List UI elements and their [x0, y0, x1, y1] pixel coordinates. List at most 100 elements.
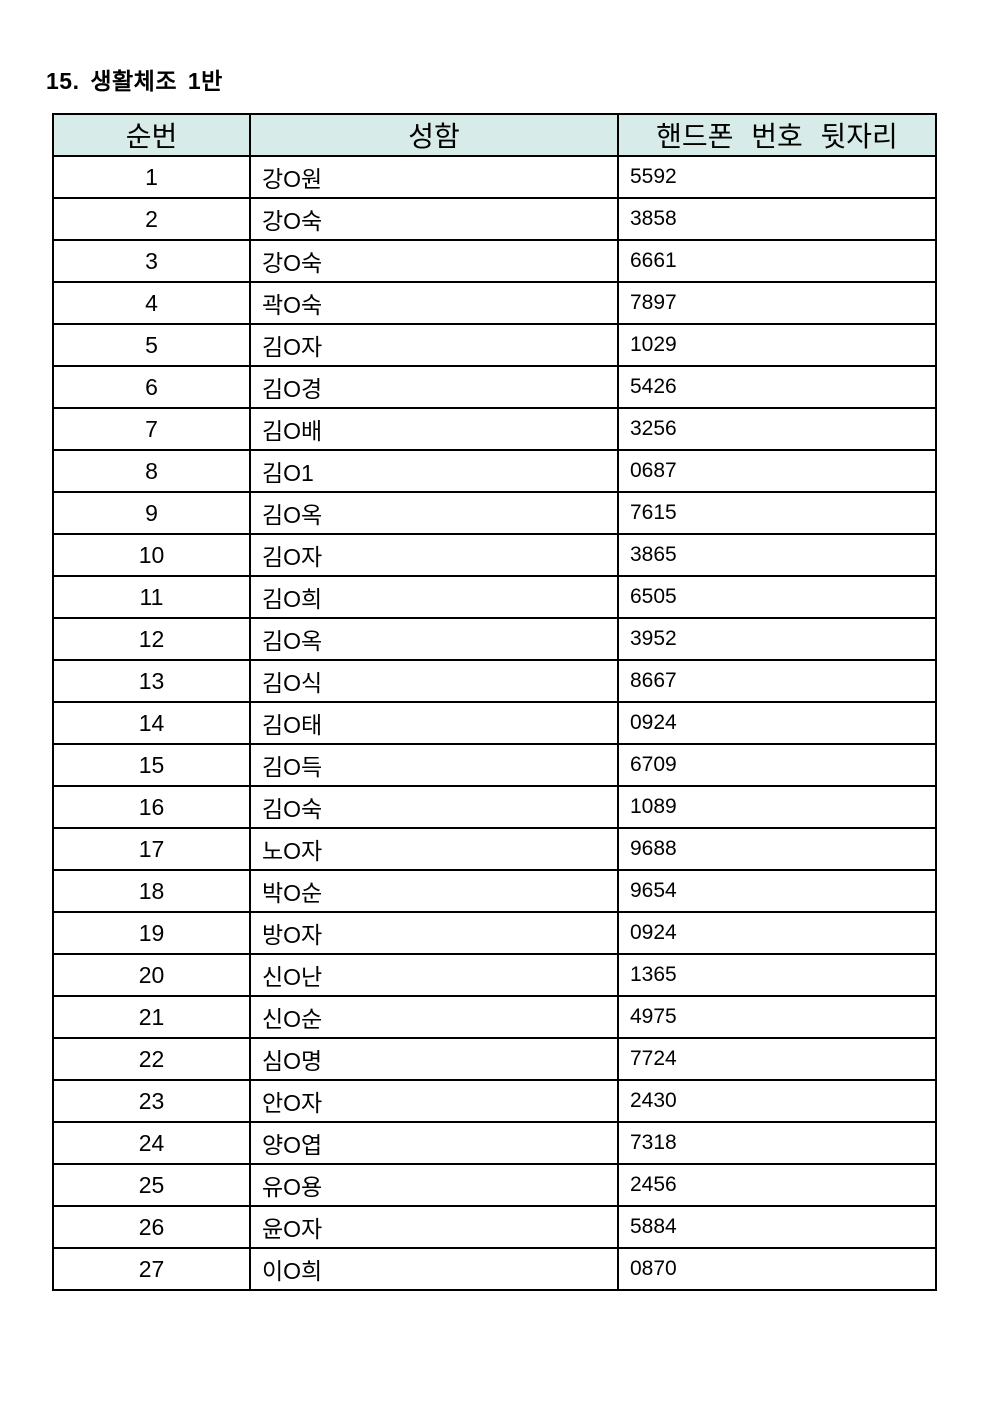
cell-member-name: 강O원	[249, 155, 619, 199]
cell-member-name: 김O1	[249, 449, 619, 493]
cell-phone-last-digits: 3858	[617, 197, 937, 241]
table-row: 26 윤O자 5884	[52, 1205, 937, 1249]
cell-phone-last-digits: 6661	[617, 239, 937, 283]
table-row: 24 양O엽 7318	[52, 1121, 937, 1165]
table-row: 25 유O용 2456	[52, 1163, 937, 1207]
table-row: 16 김O숙 1089	[52, 785, 937, 829]
cell-rank-number: 2	[52, 197, 251, 241]
cell-phone-last-digits: 7615	[617, 491, 937, 535]
cell-phone-last-digits: 9654	[617, 869, 937, 913]
cell-rank-number: 21	[52, 995, 251, 1039]
cell-phone-last-digits: 2456	[617, 1163, 937, 1207]
cell-member-name: 신O난	[249, 953, 619, 997]
table-row: 15 김O득 6709	[52, 743, 937, 787]
cell-phone-last-digits: 1089	[617, 785, 937, 829]
table-row: 18 박O순 9654	[52, 869, 937, 913]
cell-member-name: 김O경	[249, 365, 619, 409]
table-row: 13 김O식 8667	[52, 659, 937, 703]
cell-rank-number: 17	[52, 827, 251, 871]
cell-phone-last-digits: 1365	[617, 953, 937, 997]
cell-rank-number: 14	[52, 701, 251, 745]
cell-rank-number: 10	[52, 533, 251, 577]
cell-member-name: 김O옥	[249, 491, 619, 535]
cell-member-name: 안O자	[249, 1079, 619, 1123]
cell-member-name: 김O득	[249, 743, 619, 787]
cell-member-name: 양O엽	[249, 1121, 619, 1165]
cell-phone-last-digits: 5592	[617, 155, 937, 199]
table-row: 6 김O경 5426	[52, 365, 937, 409]
cell-rank-number: 26	[52, 1205, 251, 1249]
cell-phone-last-digits: 8667	[617, 659, 937, 703]
cell-rank-number: 6	[52, 365, 251, 409]
cell-rank-number: 18	[52, 869, 251, 913]
table-row: 2 강O숙 3858	[52, 197, 937, 241]
cell-rank-number: 19	[52, 911, 251, 955]
cell-rank-number: 11	[52, 575, 251, 619]
table-row: 8 김O1 0687	[52, 449, 937, 493]
cell-phone-last-digits: 1029	[617, 323, 937, 367]
cell-member-name: 김O옥	[249, 617, 619, 661]
cell-rank-number: 4	[52, 281, 251, 325]
cell-phone-last-digits: 0924	[617, 911, 937, 955]
table-row: 23 안O자 2430	[52, 1079, 937, 1123]
table-row: 10 김O자 3865	[52, 533, 937, 577]
cell-member-name: 김O숙	[249, 785, 619, 829]
cell-member-name: 유O용	[249, 1163, 619, 1207]
cell-member-name: 김O태	[249, 701, 619, 745]
table-row: 1 강O원 5592	[52, 155, 937, 199]
cell-rank-number: 3	[52, 239, 251, 283]
table-row: 4 곽O숙 7897	[52, 281, 937, 325]
cell-member-name: 노O자	[249, 827, 619, 871]
cell-phone-last-digits: 7724	[617, 1037, 937, 1081]
cell-rank-number: 15	[52, 743, 251, 787]
cell-member-name: 김O식	[249, 659, 619, 703]
table-row: 17 노O자 9688	[52, 827, 937, 871]
cell-phone-last-digits: 0924	[617, 701, 937, 745]
header-row: 순번 성함 핸드폰 번호 뒷자리	[52, 113, 937, 157]
cell-phone-last-digits: 6709	[617, 743, 937, 787]
cell-rank-number: 16	[52, 785, 251, 829]
cell-phone-last-digits: 7318	[617, 1121, 937, 1165]
cell-member-name: 김O희	[249, 575, 619, 619]
cell-member-name: 곽O숙	[249, 281, 619, 325]
cell-phone-last-digits: 5884	[617, 1205, 937, 1249]
table-row: 21 신O순 4975	[52, 995, 937, 1039]
table-row: 12 김O옥 3952	[52, 617, 937, 661]
cell-rank-number: 20	[52, 953, 251, 997]
cell-member-name: 강O숙	[249, 197, 619, 241]
cell-rank-number: 25	[52, 1163, 251, 1207]
table-row: 19 방O자 0924	[52, 911, 937, 955]
cell-member-name: 방O자	[249, 911, 619, 955]
cell-phone-last-digits: 0687	[617, 449, 937, 493]
cell-member-name: 김O자	[249, 533, 619, 577]
table-row: 27 이O희 0870	[52, 1247, 937, 1291]
cell-rank-number: 7	[52, 407, 251, 451]
cell-phone-last-digits: 7897	[617, 281, 937, 325]
table-row: 11 김O희 6505	[52, 575, 937, 619]
table-row: 20 신O난 1365	[52, 953, 937, 997]
column-header-phone: 핸드폰 번호 뒷자리	[617, 113, 937, 157]
cell-member-name: 윤O자	[249, 1205, 619, 1249]
cell-member-name: 박O순	[249, 869, 619, 913]
cell-member-name: 심O명	[249, 1037, 619, 1081]
cell-member-name: 신O순	[249, 995, 619, 1039]
table-row: 3 강O숙 6661	[52, 239, 937, 283]
cell-phone-last-digits: 3865	[617, 533, 937, 577]
cell-phone-last-digits: 3952	[617, 617, 937, 661]
column-header-name: 성함	[249, 113, 619, 157]
cell-phone-last-digits: 5426	[617, 365, 937, 409]
roster-table-body: 1 강O원 5592 2 강O숙 3858 3 강O숙 6661 4 곽O숙 7897 5 김O자 1029…	[52, 155, 937, 1291]
column-header-no: 순번	[52, 113, 251, 157]
table-row: 22 심O명 7724	[52, 1037, 937, 1081]
cell-rank-number: 24	[52, 1121, 251, 1165]
table-row: 7 김O배 3256	[52, 407, 937, 451]
cell-phone-last-digits: 2430	[617, 1079, 937, 1123]
table-row: 9 김O옥 7615	[52, 491, 937, 535]
cell-phone-last-digits: 6505	[617, 575, 937, 619]
cell-rank-number: 12	[52, 617, 251, 661]
cell-rank-number: 5	[52, 323, 251, 367]
cell-phone-last-digits: 9688	[617, 827, 937, 871]
table-row: 14 김O태 0924	[52, 701, 937, 745]
cell-member-name: 김O자	[249, 323, 619, 367]
